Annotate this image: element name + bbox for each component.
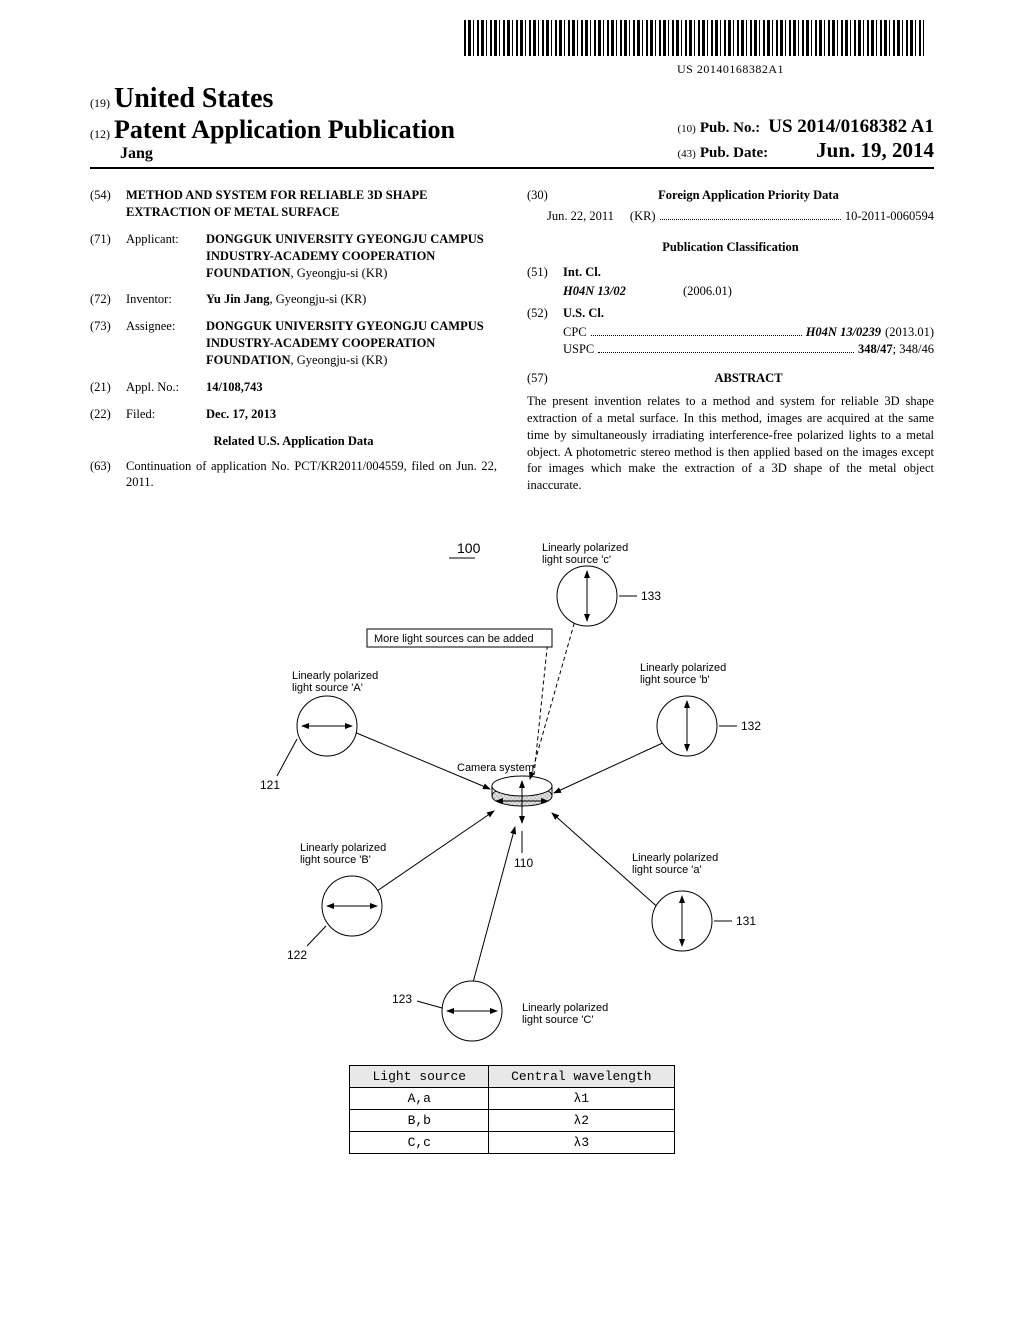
label-src-C: Linearly polarizedlight source 'C' [522,1002,608,1026]
cpc-label: CPC [563,324,587,341]
table-row: B,bλ2 [350,1110,674,1132]
num-63: (63) [90,458,126,492]
ref-122: 122 [287,948,307,962]
label-21: Appl. No.: [126,379,206,396]
title-57: ABSTRACT [563,370,934,387]
label-73: Assignee: [126,318,206,369]
label-51: Int. Cl. [563,264,934,281]
camera-label: Camera system [457,762,534,774]
priority-appno: 10-2011-0060594 [845,208,934,225]
cpc-val: H04N 13/0239 [806,324,881,341]
tag-43: (43) [677,148,695,160]
val-72: Yu Jin Jang [206,292,269,306]
uspc-val2: ; 348/46 [893,341,934,358]
title-30: Foreign Application Priority Data [563,187,934,204]
tag-12: (12) [90,127,110,142]
table-row: A,aλ1 [350,1088,674,1110]
camera-icon [492,776,552,823]
dotfill-icon [660,211,841,220]
label-src-a: Linearly polarizedlight source 'a' [632,852,718,876]
pubdate: Jun. 19, 2014 [786,138,934,163]
header: (19) United States (12) Patent Application… [90,83,934,169]
author: Jang [120,145,153,162]
source-a-upper [297,696,357,756]
label-52: U.S. Cl. [563,305,934,322]
loc-73: , Gyeongju-si (KR) [291,353,388,367]
label-src-c: Linearly polarizedlight source 'c' [542,542,628,566]
num-54: (54) [90,187,126,221]
table-row: C,cλ3 [350,1132,674,1154]
text-63: Continuation of application No. PCT/KR20… [126,458,497,492]
num-52: (52) [527,305,563,322]
cpc-year: (2013.01) [885,324,934,341]
label-src-B: Linearly polarizedlight source 'B' [300,842,386,866]
doc-type: Patent Application Publication [114,115,455,144]
abstract-text: The present invention relates to a metho… [527,393,934,494]
priority-country: (KR) [630,208,656,225]
pubno-label: Pub. No.: [700,120,760,137]
ref-133: 133 [641,589,661,603]
table-header: Central wavelength [489,1066,674,1088]
ref-110: 110 [514,856,533,870]
num-71: (71) [90,231,126,282]
right-column: (30) Foreign Application Priority Data J… [527,187,934,501]
priority-date: Jun. 22, 2011 [547,208,614,225]
ref-121: 121 [260,778,280,792]
ref-131: 131 [736,914,756,928]
ref-100: 100 [457,540,481,556]
num-21: (21) [90,379,126,396]
source-b-lower [657,696,717,756]
label-src-b: Linearly polarizedlight source 'b' [640,662,726,686]
barcode [464,20,924,56]
num-51: (51) [527,264,563,281]
wavelength-table: Light source Central wavelength A,aλ1 B,… [349,1065,674,1154]
ref-132: 132 [741,719,761,733]
source-c-lower [557,566,617,626]
tag-10: (10) [677,123,695,135]
pubdate-label: Pub. Date: [700,145,768,162]
title-54: METHOD AND SYSTEM FOR RELIABLE 3D SHAPE … [126,187,497,221]
source-a-lower [652,891,712,951]
num-57: (57) [527,370,563,387]
source-b-upper [322,876,382,936]
figure: 100 Camera system 110 [90,531,934,1154]
note-text: More light sources can be added [374,633,534,645]
table-header: Light source [350,1066,489,1088]
year-51: (2006.01) [683,283,732,300]
uspc-label: USPC [563,341,594,358]
related-title: Related U.S. Application Data [90,433,497,450]
source-c-upper [442,981,502,1041]
pubno: US 2014/0168382 A1 [768,116,934,138]
label-72: Inventor: [126,291,206,308]
loc-71: , Gyeongju-si (KR) [291,266,388,280]
num-72: (72) [90,291,126,308]
label-src-A: Linearly polarizedlight source 'A' [292,670,378,694]
figure-svg: 100 Camera system 110 [232,531,792,1051]
num-22: (22) [90,406,126,423]
barcode-text: US 20140168382A1 [90,62,924,77]
dotfill-icon [598,344,854,353]
tag-19: (19) [90,96,110,111]
dotfill-icon [591,327,802,336]
val-22: Dec. 17, 2013 [206,406,497,423]
left-column: (54) METHOD AND SYSTEM FOR RELIABLE 3D S… [90,187,497,501]
val-21: 14/108,743 [206,379,497,396]
country: United States [114,83,273,114]
loc-72: , Gyeongju-si (KR) [269,292,366,306]
label-22: Filed: [126,406,206,423]
ref-123: 123 [392,992,412,1006]
num-30: (30) [527,187,563,204]
barcode-block: US 20140168382A1 [90,20,934,77]
code-51: H04N 13/02 [563,283,683,300]
pub-class-title: Publication Classification [527,239,934,256]
label-71: Applicant: [126,231,206,282]
num-73: (73) [90,318,126,369]
uspc-val: 348/47 [858,341,893,358]
